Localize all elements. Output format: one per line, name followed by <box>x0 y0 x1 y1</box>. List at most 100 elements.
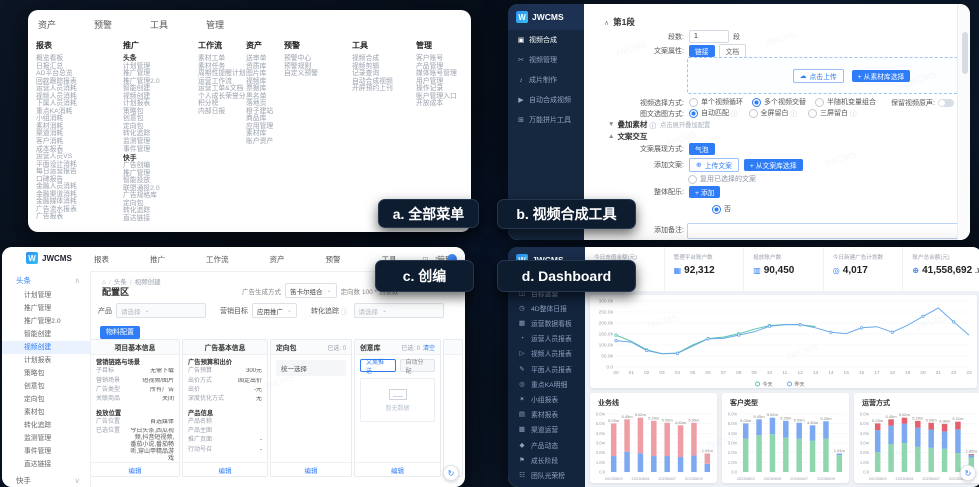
overlay-section-header[interactable]: ▼ 叠加素材 ⓘ 点击展开叠加配置 <box>608 119 710 130</box>
menu-item[interactable]: 客户账号 <box>416 55 444 62</box>
top-tab[interactable]: 预警 <box>94 20 113 30</box>
menu-item[interactable]: 平面设计消耗 <box>36 160 77 168</box>
sidebar-item[interactable]: ◷ 4D整体日报 <box>508 300 585 315</box>
sidebar-item[interactable]: 策略包 <box>24 370 45 377</box>
from-text-library-button[interactable]: + 从文案库选择 <box>743 159 803 171</box>
menu-item[interactable]: 用户管理 <box>416 77 444 85</box>
interact-section-header[interactable]: ▲ 文案交互 <box>608 131 647 142</box>
sidebar-item[interactable]: ◫ 目标运营 <box>508 285 585 300</box>
menu-item[interactable]: 积分榜 <box>198 100 219 108</box>
breadcrumb-item[interactable]: 视频创建 <box>134 279 161 286</box>
sidebar-item[interactable]: ♪ 成片制作 <box>508 70 584 90</box>
sidebar-item[interactable]: 创意包 <box>24 383 45 390</box>
sidebar-item[interactable]: ▩ 渠道运营 <box>508 422 585 437</box>
home-icon[interactable]: ⌂ <box>102 279 106 286</box>
menu-item[interactable]: 操作记录 <box>416 85 444 93</box>
menu-item[interactable]: 开放成本 <box>416 100 444 108</box>
menu-item[interactable]: 素材消耗 <box>36 122 64 130</box>
from-library-button[interactable]: + 从素材库选择 <box>851 69 911 82</box>
edit-link[interactable]: 编辑 <box>183 462 267 476</box>
clear-link[interactable]: 清空 <box>422 345 435 352</box>
menu-item[interactable]: 推广管理 <box>123 70 151 78</box>
nav-item[interactable]: 预警 <box>325 254 341 264</box>
sidebar-item[interactable]: ▤ 素材报表 <box>508 407 585 422</box>
keep-audio-toggle[interactable] <box>937 98 954 107</box>
menu-item[interactable]: 视频人员消耗 <box>36 92 77 100</box>
refresh-fab[interactable]: ↻ <box>960 465 976 481</box>
menu-item[interactable]: 金融人员消耗 <box>36 183 77 191</box>
menu-item[interactable]: 头条 <box>123 55 137 62</box>
sidebar-item[interactable]: 智能创建 <box>24 331 52 338</box>
menu-item[interactable]: 每日运营报告 <box>36 168 77 176</box>
tab-inactive[interactable]: 自动分配 <box>399 359 435 375</box>
sidebar-item[interactable]: ▶ 自动合成视频 <box>508 90 584 110</box>
menu-item[interactable]: 口碑报告 <box>36 175 64 183</box>
sidebar-item[interactable]: ⊞ 万能拼片工具 <box>508 110 584 130</box>
menu-item[interactable]: 广告规格库 <box>123 192 157 200</box>
sidebar-item[interactable]: 直达链接 <box>24 461 52 468</box>
radio-icon[interactable] <box>688 174 697 184</box>
sidebar-item[interactable]: ▦ 运营数据看板 <box>508 315 585 330</box>
scrollbar[interactable] <box>957 4 970 240</box>
menu-item[interactable]: 资质库 <box>246 62 267 70</box>
menu-item[interactable]: 日报汇总 <box>36 62 64 70</box>
menu-item[interactable]: 小组消耗 <box>36 115 64 123</box>
top-tab[interactable]: 资产 <box>38 20 57 30</box>
menu-item[interactable]: 图片库 <box>246 70 267 78</box>
scrollbar-thumb[interactable] <box>961 32 968 74</box>
sidebar-item[interactable]: ▷ 视频人员报表 <box>508 346 585 361</box>
refresh-fab[interactable]: ↻ <box>443 465 459 481</box>
menu-item[interactable]: 账户管理入口 <box>416 92 457 100</box>
menu-item[interactable]: 产品管理 <box>416 62 444 70</box>
menu-item[interactable]: 回款跟踪报表 <box>36 77 77 85</box>
menu-item[interactable]: 智能创建 <box>123 85 151 93</box>
menu-item[interactable]: 个人成长荣誉分 <box>198 92 246 100</box>
menu-item[interactable]: 转化追踪 <box>123 207 151 215</box>
menu-item[interactable]: 落地页 <box>246 100 267 108</box>
radio-selected-icon[interactable] <box>712 204 721 214</box>
avatar[interactable] <box>447 254 457 264</box>
sidebar-item[interactable]: 推广管理2.0 <box>24 318 61 325</box>
sidebar-item[interactable]: ◎ 重点KA明细 <box>508 376 585 391</box>
menu-item[interactable]: 视频库 <box>246 77 267 85</box>
menu-item[interactable]: 定向包 <box>123 199 144 207</box>
refresh-icon[interactable]: ↻ <box>434 254 441 264</box>
nav-item[interactable]: 资产 <box>269 254 285 264</box>
menu-item[interactable]: 策略包 <box>123 107 144 115</box>
menu-item[interactable]: 账户资产 <box>246 138 274 146</box>
menu-item[interactable]: 事件管理 <box>123 145 151 153</box>
material-upload-dropzone[interactable]: ☁ 点击上传 + 从素材库选择 <box>687 57 970 94</box>
menu-item[interactable]: 素材工单 <box>198 55 226 62</box>
upload-button[interactable]: ☁ 点击上传 <box>792 68 844 83</box>
top-tab[interactable]: 管理 <box>206 20 225 30</box>
add-music-button[interactable]: + 添加 <box>689 186 721 198</box>
menu-item[interactable]: 素材库 <box>246 130 267 138</box>
sidebar-item[interactable]: ☷ 团队光荣榜 <box>508 467 585 482</box>
menu-item[interactable]: 橙子建站 <box>246 107 274 115</box>
menu-item[interactable]: AD平台总览 <box>36 70 73 78</box>
menu-item[interactable]: 素材任务 <box>198 62 226 70</box>
sidebar-item[interactable]: 计划管理 <box>24 292 52 299</box>
menu-item[interactable]: 客户消耗 <box>36 138 64 146</box>
menu-item[interactable]: 运营工作流 <box>198 77 232 85</box>
menu-item[interactable]: 联盟通投2.0 <box>123 184 160 192</box>
video-mode-option[interactable]: 单个视频循环 <box>689 97 743 107</box>
list-item[interactable]: 统一选择 <box>276 360 346 376</box>
top-tab[interactable]: 工具 <box>150 20 169 30</box>
menu-item[interactable]: 记录查询 <box>352 70 380 78</box>
menu-item[interactable]: 监测管理 <box>123 138 151 146</box>
menu-item[interactable]: 快手 <box>123 154 137 162</box>
sidebar-item[interactable]: ◆ 产品动态 <box>508 437 585 452</box>
menu-item[interactable]: 计划管理 <box>123 62 151 70</box>
text-attr-option-selected[interactable]: 链接 <box>689 45 715 57</box>
menu-item[interactable]: 黑名单 <box>246 92 267 100</box>
menu-item[interactable]: 自定义预警 <box>284 70 318 78</box>
menu-item[interactable]: 运营工单&文档 <box>198 85 244 93</box>
pic-mode-option[interactable]: 自动匹配 ⓘ <box>689 108 740 118</box>
menu-item[interactable]: 直达链接 <box>123 214 151 222</box>
nav-item[interactable]: 推广 <box>150 254 165 264</box>
sidebar-item[interactable]: 视频创建 <box>2 341 90 354</box>
menu-item[interactable]: 预警规则 <box>284 62 312 70</box>
sidebar-item[interactable]: ✂ 视频管理 <box>508 50 584 70</box>
edit-link[interactable]: 编辑 <box>355 462 440 476</box>
